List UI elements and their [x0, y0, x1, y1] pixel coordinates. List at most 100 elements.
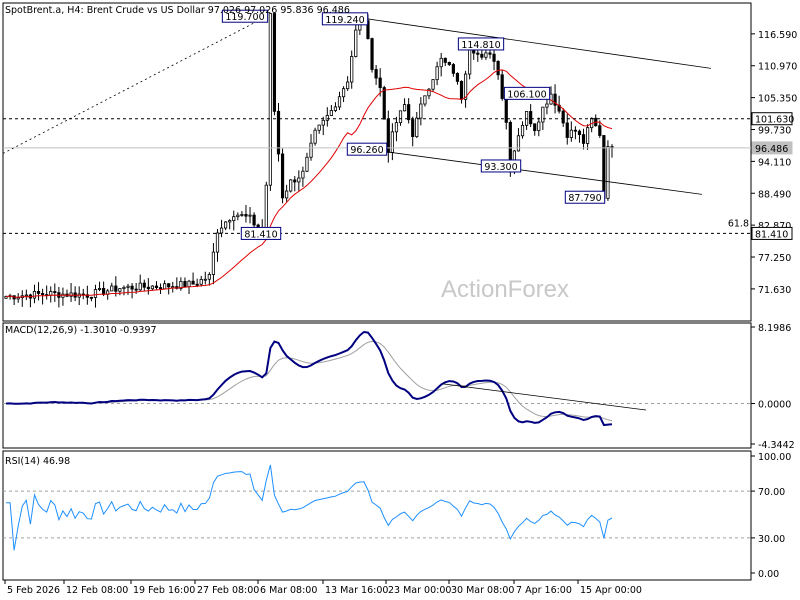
time-tick-label: 27 Feb 08:00	[197, 585, 259, 596]
candle-body	[561, 110, 565, 124]
candle-body	[447, 61, 451, 65]
macd-tick-label: 8.1986	[758, 323, 791, 334]
candle-body	[122, 286, 126, 289]
candle-body	[427, 88, 431, 97]
price-tick-label: 71.630	[758, 285, 791, 296]
candle-body	[463, 73, 468, 100]
price-annotation-label: 93.300	[484, 162, 517, 173]
candle-body	[390, 131, 394, 153]
candle-body	[134, 288, 138, 291]
candle-body	[581, 134, 586, 144]
candle-body	[577, 130, 582, 135]
price-annotation-label: 119.240	[325, 15, 364, 26]
candle-body	[4, 296, 8, 299]
candle-body	[329, 110, 333, 116]
candle-body	[333, 106, 338, 111]
rsi-line	[6, 464, 613, 551]
price-annotation-box	[321, 12, 369, 26]
price-annotation-label: 106.100	[507, 89, 546, 100]
price-annotation-box	[564, 190, 606, 204]
rsi-pane-frame	[2, 450, 752, 581]
symbol-label: SpotBrent.a	[5, 5, 61, 16]
candle-body	[146, 286, 150, 290]
price-tick-label: 94.110	[758, 157, 791, 168]
time-tick-label: 19 Feb 16:00	[133, 585, 195, 596]
candle-body	[167, 283, 171, 288]
price-tick-label: 88.490	[758, 189, 791, 200]
candle-body	[394, 122, 399, 133]
ohlc-high: 97.026	[244, 5, 277, 16]
candle-body	[276, 110, 281, 155]
price-annotation-box	[457, 37, 505, 51]
time-axis: 5 Feb 2026 12 Feb 08:00 19 Feb 16:00 27 Feb…	[4, 580, 642, 596]
time-tick-label: 15 Apr 00:00	[580, 585, 642, 596]
level-price-label: 101.630	[755, 115, 794, 126]
candle-body	[598, 125, 602, 136]
candle-body	[374, 69, 378, 79]
time-tick-label: 7 Apr 16:00	[516, 585, 572, 596]
time-tick-label: 30 Mar 08:00	[451, 585, 514, 596]
candle-body	[154, 285, 159, 288]
price-annotation-box	[221, 9, 269, 23]
trend-dotted-line	[2, 15, 268, 154]
candle-body	[191, 280, 195, 285]
candle-body	[228, 220, 232, 223]
candle-body	[130, 285, 134, 290]
candle-body	[321, 119, 325, 126]
candle-body	[537, 121, 541, 132]
candle-body	[36, 291, 41, 294]
candle-body	[411, 119, 415, 138]
price-pane-frame	[2, 2, 752, 322]
candle-body	[398, 110, 403, 124]
candle-body	[488, 52, 492, 55]
candle-body	[114, 285, 118, 292]
candle-body	[236, 214, 240, 218]
candle-body	[102, 288, 106, 295]
rsi-tick-label: 70.00	[758, 487, 785, 498]
level-price-label: 81.410	[755, 229, 788, 240]
price-annotation-label: 119.700	[225, 12, 264, 23]
time-tick-label: 23 Mar 00:00	[388, 585, 451, 596]
candle-body	[24, 294, 28, 297]
candle-body	[382, 87, 386, 120]
candle-body	[423, 95, 427, 105]
rsi-tick-label: 0.00	[758, 569, 779, 580]
candle-body	[272, 13, 277, 112]
candle-body	[443, 57, 447, 63]
macd-trend-line	[442, 383, 647, 411]
candle-body	[500, 74, 504, 99]
price-annotation-label: 81.410	[244, 229, 277, 240]
candle-body	[350, 56, 354, 83]
candle-body	[289, 179, 293, 192]
candle-body	[476, 52, 480, 55]
candle-body	[53, 291, 57, 293]
time-tick-label: 13 Mar 16:00	[325, 585, 388, 596]
candle-body	[480, 53, 484, 58]
candle-body	[264, 184, 268, 234]
candle-body	[602, 135, 606, 199]
candle-body	[520, 124, 525, 137]
channel-upper-line	[366, 18, 712, 69]
candle-body	[118, 288, 122, 292]
candle-body	[301, 170, 305, 179]
rsi-tick-label: 100.00	[758, 452, 791, 463]
candle-body	[138, 282, 142, 291]
level-price-box	[751, 112, 793, 126]
candle-body	[459, 80, 464, 100]
price-pane: 116.590 110.970 105.350 99.730 94.110 88.490 8…	[2, 2, 797, 322]
candle-body	[370, 38, 374, 70]
macd-pane: 8.1986 0.0000 -4.3442	[2, 322, 795, 451]
candle-body	[455, 72, 460, 82]
candle-body	[541, 106, 545, 123]
candle-body	[142, 282, 146, 288]
candle-body	[297, 177, 301, 183]
candle-body	[126, 285, 130, 288]
chart-header: SpotBrent.a, H4: Brent Crude vs US Dolla…	[5, 5, 350, 16]
candle-body	[89, 296, 94, 299]
candle-body	[484, 52, 488, 58]
candle-body	[402, 104, 407, 112]
candle-body	[496, 60, 500, 76]
level-price-box	[751, 141, 793, 155]
price-tick-label: 82.870	[758, 221, 791, 232]
candle-body	[309, 142, 313, 158]
